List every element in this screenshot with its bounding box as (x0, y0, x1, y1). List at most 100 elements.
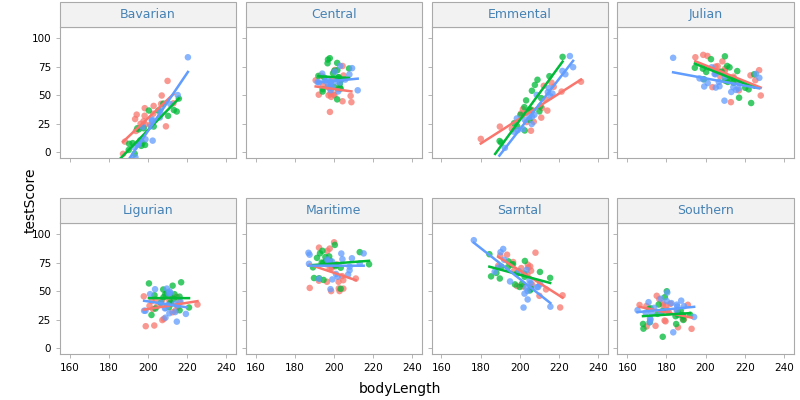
Point (350, 275, 362, 282)
Point (179, 311, 192, 317)
Point (716, 58, 729, 65)
Point (174, 298, 187, 305)
Point (343, 264, 356, 270)
Point (328, 239, 341, 246)
Point (518, 117, 531, 123)
Point (321, 256, 334, 263)
Point (122, 141, 135, 147)
Point (701, 53, 714, 59)
Point (522, 262, 534, 268)
Point (501, 252, 514, 258)
Point (530, 92, 543, 98)
Point (509, 281, 522, 288)
Point (727, 76, 740, 82)
Point (324, 87, 337, 93)
Point (502, 258, 514, 264)
Point (308, 275, 321, 281)
Point (514, 110, 527, 116)
Point (483, 251, 496, 258)
Point (149, 286, 162, 292)
Point (342, 65, 355, 72)
Point (643, 319, 656, 326)
Point (313, 79, 326, 86)
Point (329, 263, 342, 269)
Point (642, 306, 655, 312)
Point (526, 114, 538, 120)
Point (330, 96, 343, 102)
Point (718, 68, 731, 74)
Point (126, 140, 139, 146)
Point (152, 107, 165, 114)
Point (525, 128, 538, 134)
Point (520, 97, 533, 104)
Point (504, 278, 517, 285)
Point (724, 75, 737, 82)
Point (324, 80, 337, 86)
Point (302, 260, 315, 267)
Point (492, 263, 505, 269)
Point (191, 301, 204, 308)
Point (143, 303, 156, 309)
Point (523, 117, 536, 123)
Point (313, 278, 326, 284)
Point (128, 144, 141, 151)
Point (689, 64, 702, 71)
Point (313, 276, 326, 282)
Point (540, 286, 553, 293)
Point (170, 307, 182, 314)
Point (146, 117, 158, 124)
Point (161, 285, 174, 292)
Point (133, 141, 146, 147)
Point (362, 261, 375, 268)
Point (678, 303, 690, 310)
Point (134, 140, 146, 147)
Point (166, 309, 179, 316)
Point (660, 302, 673, 308)
Point (330, 261, 343, 268)
Point (522, 288, 534, 294)
Point (330, 271, 342, 277)
Point (154, 300, 167, 306)
Point (328, 68, 341, 74)
Point (173, 95, 186, 102)
Point (506, 259, 519, 265)
Point (657, 302, 670, 308)
Point (138, 105, 151, 111)
Point (323, 109, 336, 115)
Point (727, 74, 740, 80)
Point (334, 63, 346, 69)
Point (138, 142, 151, 148)
Point (710, 70, 722, 76)
Point (693, 75, 706, 82)
Point (661, 289, 674, 296)
Point (321, 76, 334, 82)
Point (322, 258, 334, 264)
Point (546, 90, 559, 97)
Point (534, 281, 546, 288)
Point (144, 122, 157, 128)
Point (529, 250, 542, 256)
Point (323, 253, 336, 260)
Point (148, 322, 161, 329)
Point (146, 116, 158, 123)
Point (130, 112, 143, 118)
Point (656, 308, 669, 314)
Point (310, 255, 323, 261)
Point (545, 80, 558, 86)
Point (173, 294, 186, 300)
Point (324, 90, 337, 96)
Point (485, 273, 498, 280)
Point (725, 99, 738, 105)
Point (658, 294, 671, 300)
Point (321, 60, 334, 66)
Point (174, 279, 187, 286)
Point (541, 107, 554, 114)
Point (321, 278, 334, 285)
Point (535, 105, 548, 111)
Point (518, 104, 530, 110)
Point (168, 291, 181, 298)
Point (343, 71, 356, 78)
Point (182, 304, 195, 311)
Point (138, 125, 150, 132)
Point (144, 291, 157, 297)
